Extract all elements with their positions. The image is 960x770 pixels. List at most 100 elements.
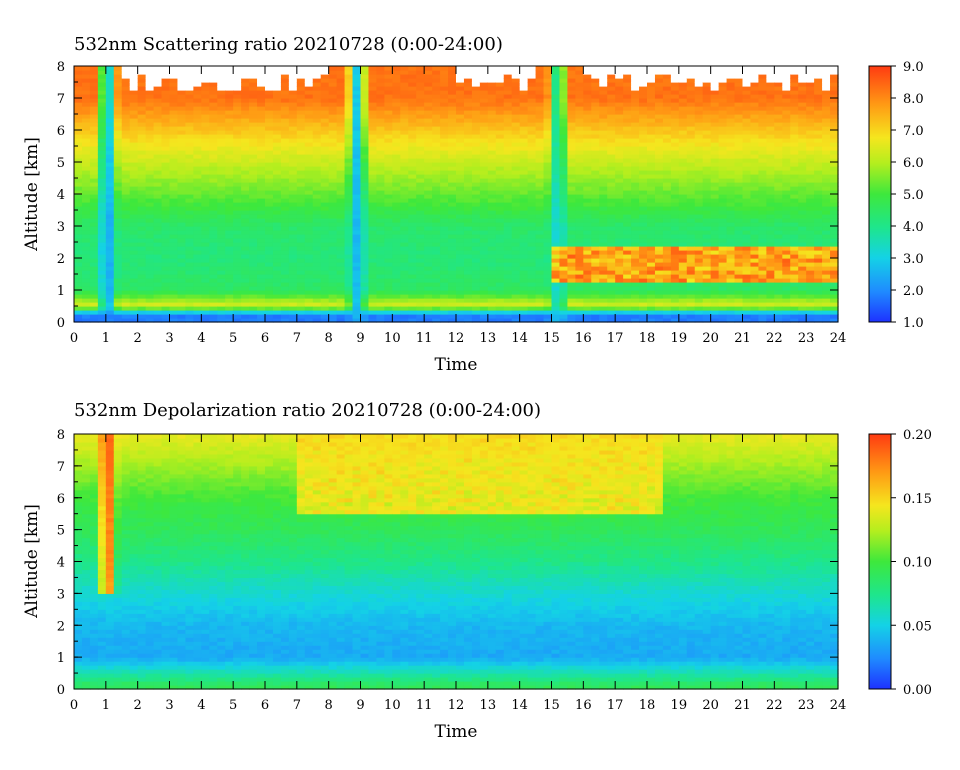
heatmap-cell <box>288 90 298 95</box>
heatmap-cell <box>535 226 545 231</box>
heatmap-cell <box>662 294 672 299</box>
heatmap-cell <box>145 274 155 279</box>
heatmap-cell <box>416 230 425 235</box>
heatmap-cell <box>328 78 338 83</box>
heatmap-cell <box>137 150 147 155</box>
heatmap-cell <box>89 298 99 303</box>
heatmap-cell <box>129 198 139 203</box>
heatmap-cell <box>89 182 99 187</box>
heatmap-cell <box>169 90 179 95</box>
heatmap-cell <box>647 130 656 135</box>
heatmap-cell <box>265 94 274 99</box>
heatmap-cell <box>233 174 242 179</box>
heatmap-cell <box>249 206 258 211</box>
heatmap-cell <box>678 258 688 263</box>
heatmap-cell <box>193 114 202 119</box>
heatmap-cell <box>360 306 370 311</box>
heatmap-cell <box>336 126 346 131</box>
heatmap-cell <box>161 250 171 255</box>
heatmap-cell <box>527 110 537 115</box>
heatmap-cell <box>161 270 171 275</box>
heatmap-cell <box>241 150 250 155</box>
heatmap-cell <box>121 314 131 319</box>
heatmap-cell <box>177 146 187 151</box>
heatmap-cell <box>89 158 99 163</box>
heatmap-cell <box>121 318 131 323</box>
heatmap-cell <box>201 242 210 247</box>
heatmap-cell <box>153 138 163 143</box>
heatmap-cell <box>177 190 187 195</box>
heatmap-cell <box>81 142 91 147</box>
heatmap-cell <box>647 190 656 195</box>
heatmap-cell <box>376 126 385 131</box>
heatmap-cell <box>623 306 632 311</box>
heatmap-cell <box>280 182 290 187</box>
heatmap-cell <box>368 190 378 195</box>
heatmap-cell <box>543 186 553 191</box>
heatmap-cell <box>74 86 83 91</box>
heatmap-cell <box>113 290 123 295</box>
heatmap-cell <box>368 142 378 147</box>
heatmap-cell <box>559 266 569 271</box>
heatmap-cell <box>97 106 107 111</box>
heatmap-cell <box>583 82 592 87</box>
heatmap-cell <box>440 114 449 119</box>
heatmap-cell <box>543 102 553 107</box>
heatmap-cell <box>328 226 338 231</box>
heatmap-cell <box>551 214 561 219</box>
heatmap-cell <box>543 218 553 223</box>
heatmap-cell <box>81 94 91 99</box>
heatmap-cell <box>233 254 242 259</box>
heatmap-cell <box>296 150 306 155</box>
heatmap-cell <box>169 142 179 147</box>
heatmap-cell <box>328 290 338 295</box>
heatmap-cell <box>113 182 123 187</box>
heatmap-cell <box>129 266 139 271</box>
heatmap-cell <box>511 182 521 187</box>
heatmap-cell <box>543 310 553 315</box>
heatmap-cell <box>511 198 521 203</box>
heatmap-cell <box>113 262 123 267</box>
heatmap-cell <box>408 78 417 83</box>
heatmap-cell <box>376 198 385 203</box>
heatmap-cell <box>647 186 656 191</box>
heatmap-cell <box>384 254 393 259</box>
heatmap-cell <box>639 202 648 207</box>
heatmap-cell <box>471 282 481 287</box>
heatmap-cell <box>217 262 226 267</box>
heatmap-cell <box>559 250 569 255</box>
heatmap-cell <box>551 146 561 151</box>
heatmap-cell <box>495 142 505 147</box>
heatmap-cell <box>296 302 306 307</box>
heatmap-cell <box>440 78 449 83</box>
heatmap-cell <box>670 226 680 231</box>
heatmap-cell <box>217 218 226 223</box>
heatmap-cell <box>97 170 107 175</box>
heatmap-cell <box>535 206 545 211</box>
heatmap-cell <box>623 278 632 283</box>
heatmap-cell <box>105 110 115 115</box>
heatmap-cell <box>288 306 298 311</box>
heatmap-cell <box>639 274 648 279</box>
heatmap-cell <box>209 98 218 103</box>
heatmap-cell <box>495 262 505 267</box>
heatmap-cell <box>479 214 489 219</box>
heatmap-cell <box>575 94 584 99</box>
heatmap-cell <box>257 118 266 123</box>
heatmap-cell <box>662 238 672 243</box>
heatmap-cell <box>400 290 409 295</box>
heatmap-cell <box>543 182 553 187</box>
heatmap-cell <box>336 230 346 235</box>
heatmap-cell <box>153 118 163 123</box>
heatmap-cell <box>631 150 640 155</box>
heatmap-cell <box>296 98 306 103</box>
heatmap-cell <box>456 222 465 227</box>
heatmap-cell <box>296 66 306 71</box>
heatmap-cell <box>623 262 632 267</box>
heatmap-cell <box>74 106 83 111</box>
heatmap-cell <box>241 198 250 203</box>
heatmap-cell <box>424 198 433 203</box>
heatmap-cell <box>543 146 553 151</box>
heatmap-cell <box>352 134 362 139</box>
heatmap-cell <box>662 78 672 83</box>
